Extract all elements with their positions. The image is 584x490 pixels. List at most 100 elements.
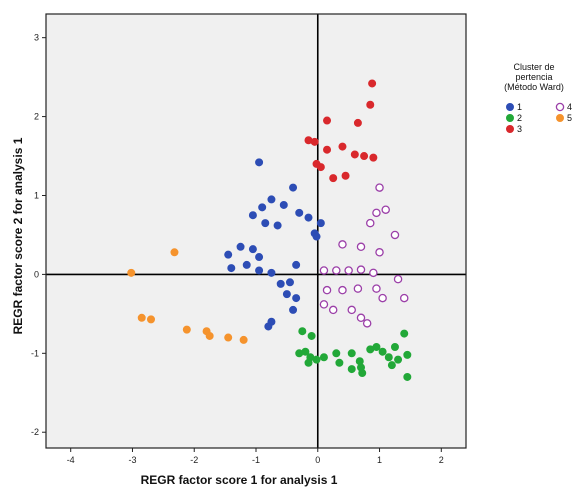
data-point-cluster-3	[316, 163, 325, 172]
x-tick-label: 1	[377, 455, 382, 465]
data-point-cluster-1	[279, 200, 288, 209]
data-point-cluster-4	[375, 183, 384, 192]
legend-label-1: 1	[517, 102, 522, 112]
data-point-cluster-3	[338, 142, 347, 151]
data-point-cluster-2	[403, 350, 412, 359]
data-point-cluster-1	[227, 264, 236, 273]
data-point-cluster-4	[375, 248, 384, 257]
legend-marker-5	[556, 114, 565, 123]
data-point-cluster-3	[353, 118, 362, 127]
data-point-cluster-4	[319, 300, 329, 309]
data-point-cluster-2	[335, 358, 344, 367]
legend-marker-4	[555, 102, 565, 112]
legend-title: (Método Ward)	[504, 82, 564, 92]
data-point-cluster-1	[289, 183, 298, 192]
data-point-cluster-4	[356, 242, 366, 252]
data-point-cluster-3	[360, 152, 369, 161]
data-point-cluster-2	[332, 349, 341, 358]
data-point-cluster-1	[312, 232, 321, 241]
data-point-cluster-3	[329, 174, 338, 183]
data-point-cluster-3	[323, 145, 332, 154]
legend-title: Cluster de	[513, 62, 554, 72]
data-point-cluster-2	[347, 365, 356, 374]
data-point-cluster-3	[350, 150, 359, 159]
data-point-cluster-4	[372, 284, 381, 293]
x-tick-labels: -4 -3 -2 -1 0 1 2	[67, 448, 444, 465]
x-axis-title: REGR factor score 1 for analysis 1	[141, 473, 338, 487]
data-point-cluster-4	[338, 240, 347, 249]
data-point-cluster-5	[239, 335, 248, 344]
x-tick-label: 0	[315, 455, 320, 465]
data-point-cluster-1	[267, 268, 276, 277]
y-tick-label: 0	[34, 269, 39, 279]
data-point-cluster-3	[366, 100, 375, 109]
data-point-cluster-1	[255, 266, 264, 275]
data-point-cluster-2	[312, 355, 321, 364]
data-point-cluster-4	[356, 313, 366, 323]
data-point-cluster-1	[316, 219, 325, 228]
data-point-cluster-1	[292, 294, 301, 303]
data-point-cluster-4	[356, 265, 366, 274]
y-tick-label: -2	[31, 427, 39, 437]
data-point-cluster-2	[358, 369, 367, 378]
data-point-cluster-4	[347, 305, 356, 315]
data-point-cluster-1	[276, 279, 285, 288]
x-tick-label: -3	[128, 455, 136, 465]
data-point-cluster-5	[146, 315, 155, 324]
data-point-cluster-4	[332, 266, 341, 275]
data-point-cluster-4	[366, 218, 375, 228]
y-tick-labels: -2 -1 0 1 2 3	[31, 33, 46, 437]
data-point-cluster-4	[399, 293, 409, 303]
data-point-cluster-1	[258, 203, 267, 212]
data-point-cluster-5	[205, 331, 214, 340]
legend-title: pertencia	[515, 72, 552, 82]
legend-marker-3	[505, 125, 514, 134]
data-point-cluster-1	[224, 250, 233, 259]
data-point-cluster-4	[344, 266, 353, 275]
data-point-cluster-3	[368, 79, 377, 88]
data-point-cluster-2	[301, 347, 310, 356]
data-point-cluster-2	[403, 372, 412, 381]
data-point-cluster-2	[387, 361, 396, 370]
y-tick-label: -1	[31, 348, 39, 358]
data-point-cluster-2	[394, 355, 403, 364]
data-point-cluster-4	[369, 268, 378, 278]
legend-marker-2	[505, 114, 514, 123]
data-point-cluster-3	[369, 153, 378, 162]
data-point-cluster-2	[347, 349, 356, 358]
data-point-cluster-5	[137, 313, 146, 322]
data-point-cluster-4	[362, 319, 372, 328]
data-point-cluster-2	[372, 342, 381, 351]
data-point-cluster-1	[267, 195, 276, 204]
data-point-cluster-2	[390, 342, 399, 351]
data-point-cluster-2	[298, 327, 307, 336]
data-point-cluster-2	[400, 329, 409, 338]
x-tick-label: -4	[67, 455, 75, 465]
data-point-cluster-4	[319, 266, 329, 275]
data-point-cluster-1	[273, 221, 282, 230]
data-point-cluster-4	[378, 293, 387, 303]
data-point-cluster-2	[304, 358, 313, 367]
y-axis-title: REGR factor score 2 for analysis 1	[11, 137, 25, 334]
data-point-cluster-3	[323, 116, 332, 125]
x-tick-label: -2	[190, 455, 198, 465]
data-point-cluster-1	[295, 208, 304, 217]
legend-label-3: 3	[517, 124, 522, 134]
x-tick-label: -1	[252, 455, 260, 465]
plot-frame	[45, 13, 467, 449]
data-point-cluster-1	[289, 305, 298, 314]
plot-background	[46, 14, 466, 448]
data-point-cluster-1	[255, 253, 264, 262]
data-point-cluster-1	[285, 278, 294, 287]
data-point-cluster-4	[322, 285, 332, 295]
data-point-cluster-2	[378, 347, 387, 356]
data-point-cluster-5	[182, 325, 191, 334]
data-point-cluster-5	[127, 268, 136, 277]
data-point-cluster-3	[310, 137, 319, 146]
data-point-cluster-5	[170, 248, 179, 257]
data-point-cluster-3	[341, 171, 350, 180]
data-point-cluster-4	[381, 205, 390, 214]
data-point-cluster-4	[338, 285, 347, 295]
data-point-cluster-1	[255, 158, 264, 167]
